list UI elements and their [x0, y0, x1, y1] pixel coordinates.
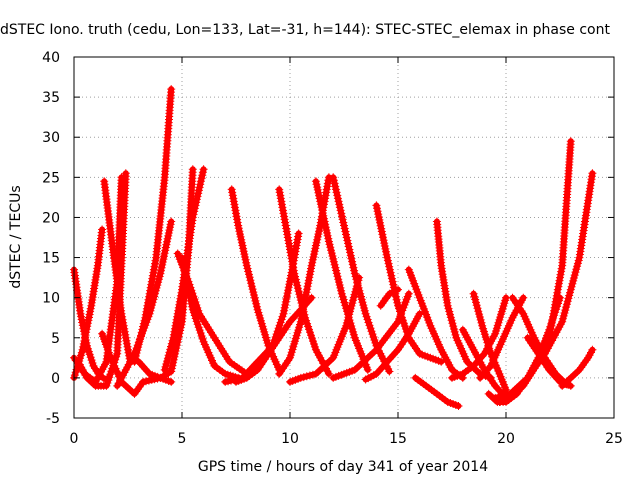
x-tick-label: 0	[70, 431, 79, 447]
x-tick-label: 5	[178, 431, 187, 447]
series-markers	[286, 273, 364, 386]
series-19	[311, 177, 372, 374]
x-axis-label: GPS time / hours of day 341 of year 2014	[198, 459, 488, 475]
series-20	[286, 273, 364, 386]
y-tick-label: 10	[42, 291, 60, 307]
y-tick-label: -5	[46, 411, 60, 427]
plot-frame	[73, 56, 615, 419]
series-markers	[508, 293, 571, 389]
series-markers	[372, 201, 446, 366]
series-13	[178, 253, 243, 382]
series-markers	[178, 253, 243, 382]
y-tick-label: 5	[51, 331, 60, 347]
series-24	[372, 201, 446, 366]
y-tick-label: 20	[42, 210, 60, 226]
series-markers	[558, 345, 597, 390]
y-tick-label: 0	[51, 371, 60, 387]
series-markers	[376, 285, 402, 310]
series-markers	[160, 165, 208, 374]
series-markers	[329, 289, 413, 382]
series-31	[469, 289, 510, 394]
y-axis-label: dSTEC / TECUs	[8, 185, 24, 288]
series-markers	[329, 173, 394, 376]
series-markers	[311, 177, 372, 374]
y-tick-label: 35	[42, 90, 60, 106]
data-series-group	[70, 85, 597, 410]
series-17	[275, 185, 333, 378]
series-line	[131, 86, 175, 365]
series-markers	[432, 217, 495, 382]
x-tick-label: 25	[605, 431, 623, 447]
series-markers	[100, 177, 135, 366]
chart-title: dSTEC Iono. truth (cedu, Lon=133, Lat=-3…	[0, 22, 610, 38]
series-8	[113, 217, 176, 390]
series-markers	[113, 217, 176, 390]
series-markers	[275, 185, 333, 378]
series-36	[508, 293, 571, 389]
series-11	[160, 165, 208, 374]
series-27	[411, 373, 463, 410]
x-tick-label: 20	[497, 431, 515, 447]
y-tick-label: 25	[42, 170, 60, 186]
series-markers	[404, 265, 467, 382]
x-tick-label: 15	[389, 431, 407, 447]
series-5	[100, 177, 135, 366]
series-markers	[491, 169, 597, 402]
axis-ticks: 0 5 10 15 20 25 -5 0 5 10 15 20 25 30 35 40	[42, 50, 623, 447]
series-markers	[411, 373, 463, 410]
series-25	[376, 285, 402, 310]
series-38	[558, 345, 597, 390]
y-tick-label: 30	[42, 130, 60, 146]
y-tick-label: 15	[42, 251, 60, 267]
x-tick-label: 10	[281, 431, 299, 447]
y-tick-label: 40	[42, 50, 60, 66]
series-markers	[275, 173, 333, 378]
series-26	[404, 265, 467, 382]
